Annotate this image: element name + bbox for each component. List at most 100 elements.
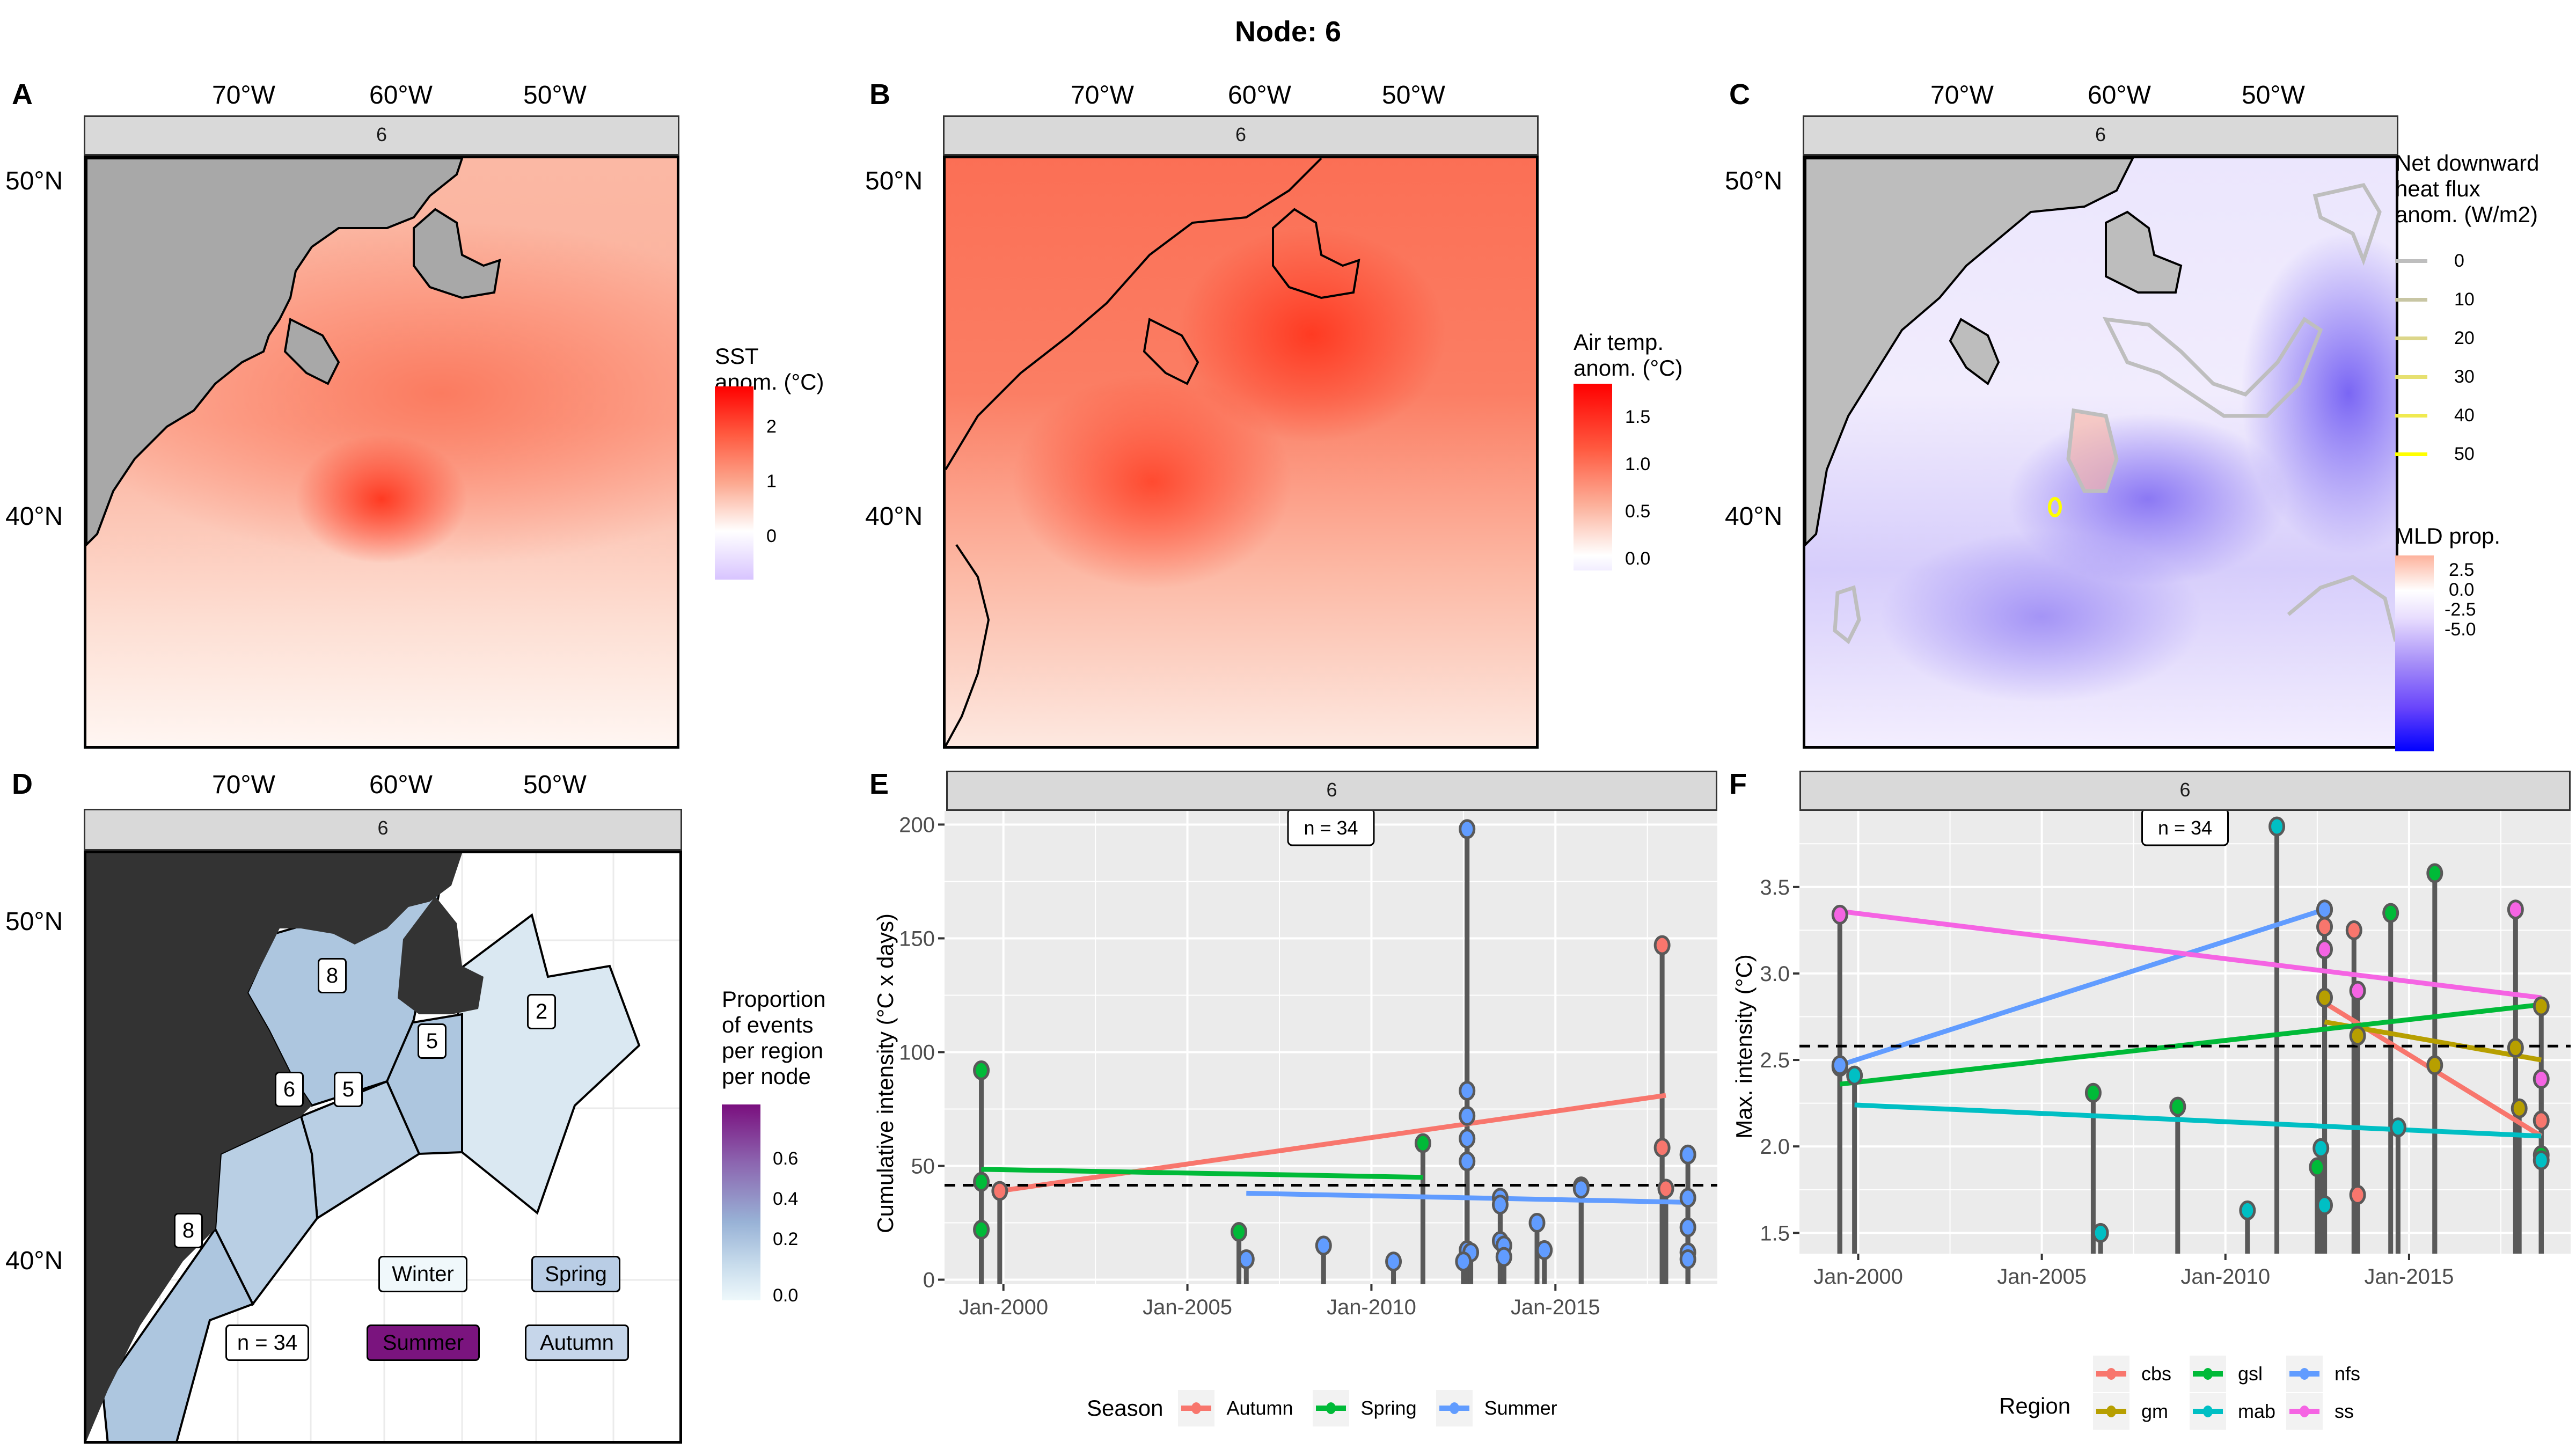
y-axis-title: Max. intensity (°C): [1731, 954, 1757, 1139]
trend-line-ss: [1839, 909, 2542, 1000]
heat-flux-swatch: [2395, 336, 2427, 340]
heat-flux-legend-item: 0: [2395, 241, 2475, 280]
data-point-spring: [973, 1060, 990, 1080]
lat-tick-40n: 40°N: [865, 502, 923, 531]
lon-tick-60w: 60°W: [2088, 81, 2151, 109]
legend-key: [2190, 1356, 2226, 1392]
heat-flux-legend-title-line3: anom. (W/m2): [2395, 202, 2538, 227]
heat-flux-swatch: [2395, 375, 2427, 379]
x-tick-label: Jan-2010: [2180, 1265, 2270, 1289]
lon-tick-60w: 60°W: [369, 771, 433, 799]
heat-flux-legend-title: Net downward heat flux anom. (W/m2): [2395, 150, 2539, 228]
lon-tick-50w: 50°W: [523, 771, 587, 799]
data-point-summer: [1459, 1129, 1476, 1149]
facet-strip-d: 6: [84, 809, 682, 851]
sample-size-label: n = 34: [225, 1324, 309, 1361]
proportion-legend-tick: 0.6: [773, 1148, 799, 1169]
air-temp-legend-tick: 0.5: [1625, 501, 1651, 522]
land-mask: [86, 158, 501, 546]
max-intensity-chart: 1.5 2.0 2.5 3.0 3.5 Jan-2000 Jan-2005 Jan-2010 J…: [1760, 811, 2571, 1289]
legend-key: [1178, 1390, 1215, 1426]
lat-tick-40n: 40°N: [1725, 502, 1783, 531]
data-point-mab: [2389, 1117, 2406, 1138]
air-temp-legend-title-line2: anom. (°C): [1574, 355, 1683, 380]
data-point-mab: [1846, 1065, 1863, 1086]
legend-label: Spring: [1360, 1397, 1417, 1419]
mld-legend-tick: -2.5: [2445, 599, 2476, 620]
y-tick-label: 100: [899, 1041, 935, 1064]
x-tick-label: Jan-2015: [2365, 1265, 2454, 1289]
trend-line-autumn: [999, 1093, 1666, 1194]
sample-size-box: [1287, 811, 1375, 846]
data-point-cbs: [2345, 920, 2362, 940]
lon-tick-50w: 50°W: [1382, 81, 1445, 109]
data-point-cbs: [2316, 917, 2333, 937]
proportion-legend-title: Proportion of events per region per node: [722, 986, 826, 1089]
data-point-nfs: [2316, 899, 2333, 920]
data-point-gm: [2349, 1026, 2366, 1046]
legend-key: [2286, 1356, 2323, 1392]
data-point-mab: [2533, 1150, 2550, 1170]
data-point-mab: [2312, 1138, 2330, 1158]
data-point-autumn: [1657, 1179, 1674, 1199]
data-point-spring: [1414, 1133, 1431, 1153]
legend-key: [2093, 1393, 2129, 1430]
lon-tick-50w: 50°W: [523, 81, 587, 109]
data-point-cbs: [2349, 1184, 2366, 1205]
legend-label: gm: [2141, 1400, 2169, 1422]
data-point-summer: [1528, 1213, 1546, 1233]
heat-flux-swatch: [2395, 452, 2427, 456]
air-temp-legend-tick: 1.0: [1625, 454, 1651, 474]
legend-item-summer: Summer: [1436, 1390, 1557, 1426]
x-tick-label: Jan-2000: [1813, 1265, 1903, 1289]
region-count-label: 6: [275, 1072, 304, 1107]
data-point-gsl: [2084, 1082, 2102, 1103]
data-point-summer: [1679, 1217, 1696, 1238]
region-count-label: 5: [334, 1072, 363, 1107]
legend-item-mab: mab: [2190, 1393, 2277, 1430]
season-label-summer: Summer: [367, 1324, 480, 1361]
lon-tick-70w: 70°W: [212, 81, 275, 109]
plot-background: [1799, 811, 2571, 1254]
figure-title: Node: 6: [1234, 16, 1342, 48]
mld-colorbar: [2395, 555, 2434, 751]
y-axis-title: Cumulative intensity (°C x days): [873, 913, 898, 1233]
legend-item-spring: Spring: [1312, 1390, 1417, 1426]
season-label-winter: Winter: [378, 1256, 467, 1292]
region-legend: cbs gm gsl mab nfs ss: [2093, 1355, 2383, 1430]
mld-heat-flux-map: [1803, 156, 2398, 749]
flux-contour-50: [2048, 497, 2062, 517]
heat-flux-swatch: [2395, 413, 2427, 418]
legend-label: cbs: [2141, 1363, 2172, 1385]
data-point-nfs: [1831, 1055, 1848, 1075]
data-point-ss: [2316, 939, 2333, 960]
data-point-mab: [2268, 816, 2286, 837]
y-axis-label-f: Max. intensity (°C): [1728, 885, 1760, 1208]
lat-tick-50n: 50°N: [1725, 167, 1783, 195]
data-point-ss: [2533, 1069, 2550, 1089]
y-tick-label: 2.5: [1760, 1049, 1790, 1072]
legend-item-cbs: cbs: [2093, 1355, 2180, 1393]
legend-label: nfs: [2334, 1363, 2361, 1385]
lon-tick-60w: 60°W: [1228, 81, 1291, 109]
legend-label: Summer: [1484, 1397, 1557, 1419]
land-and-contours: [1805, 158, 2396, 645]
data-point-gsl: [2382, 903, 2399, 923]
heat-flux-legend-label: 10: [2454, 289, 2475, 310]
data-point-cbs: [2533, 1110, 2550, 1131]
facet-strip-f: 6: [1799, 771, 2571, 811]
data-point-summer: [1679, 1249, 1696, 1269]
heat-flux-legend-item: 50: [2395, 435, 2475, 473]
y-tick-label: 150: [899, 927, 935, 950]
legend-key: [1436, 1390, 1473, 1426]
y-tick-label: 3.0: [1760, 962, 1790, 986]
lat-tick-50n: 50°N: [865, 167, 923, 195]
lon-tick-50w: 50°W: [2242, 81, 2305, 109]
region-count-label: 2: [527, 994, 556, 1029]
heat-flux-legend-title-line1: Net downward: [2395, 150, 2540, 175]
trend-line-spring: [981, 1167, 1423, 1180]
y-axis-label-e: Cumulative intensity (°C x days): [869, 885, 902, 1261]
data-point-summer: [1238, 1249, 1255, 1269]
air-temp-colorbar: [1574, 384, 1612, 570]
facet-strip-c: 6: [1803, 115, 2398, 156]
